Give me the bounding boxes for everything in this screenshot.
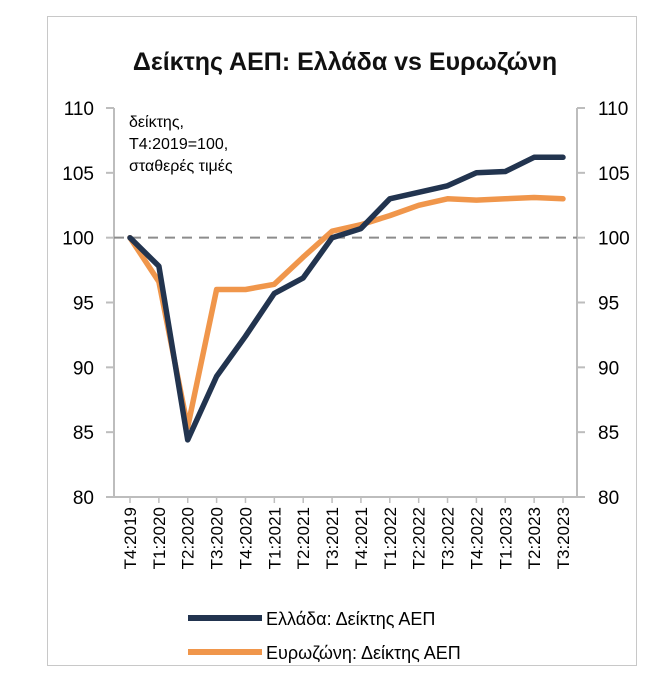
- y-tick-label-right: 95: [598, 294, 619, 315]
- y-tick-label-left: 110: [64, 99, 94, 120]
- x-tick-label: T3:2023: [554, 507, 573, 569]
- x-tick-label: T3:2021: [323, 507, 342, 569]
- y-tick-label-right: 110: [598, 99, 628, 120]
- chart-annotation: δείκτης, Τ4:2019=100, σταθερές τιμές: [129, 114, 233, 175]
- series-line-greece: [127, 154, 566, 443]
- x-tick-label: T1:2023: [496, 507, 515, 569]
- x-tick-label: T4:2019: [121, 507, 140, 569]
- x-tick-label: T2:2023: [525, 507, 544, 569]
- x-tick-label: T2:2022: [410, 507, 429, 569]
- x-tick-label: T2:2021: [294, 507, 313, 569]
- annotation-line: Τ4:2019=100,: [129, 136, 228, 153]
- x-tick-label: T4:2021: [352, 507, 371, 569]
- y-tick-label-left: 95: [73, 294, 94, 315]
- x-tick-label: T1:2022: [381, 507, 400, 569]
- y-tick-label-right: 85: [598, 423, 619, 444]
- annotation-line: δείκτης,: [129, 114, 184, 131]
- series-line-eurozone: [127, 194, 566, 430]
- y-tick-label-left: 100: [62, 229, 94, 250]
- y-tick-label-left: 85: [73, 423, 94, 444]
- y-tick-label-right: 80: [598, 488, 619, 509]
- legend-label: Ελλάδα: Δείκτης ΑΕΠ: [266, 609, 435, 629]
- y-tick-label-right: 105: [598, 164, 630, 185]
- y-tick-label-left: 80: [73, 488, 94, 509]
- x-tick-label: T4:2022: [467, 507, 486, 569]
- x-tick-label: T3:2020: [208, 507, 227, 569]
- chart-title: Δείκτης ΑΕΠ: Ελλάδα vs Ευρωζώνη: [133, 48, 557, 76]
- chart-frame: [47, 16, 637, 666]
- x-tick-label: T1:2021: [265, 507, 284, 569]
- y-tick-label-right: 90: [598, 358, 619, 379]
- legend-label: Ευρωζώνη: Δείκτης ΑΕΠ: [266, 643, 461, 663]
- x-tick-label: T2:2020: [179, 507, 198, 569]
- chart-legend: Ελλάδα: Δείκτης ΑΕΠ Ευρωζώνη: Δείκτης ΑΕΠ: [188, 609, 461, 663]
- y-tick-label-left: 90: [73, 358, 94, 379]
- y-tick-label-right: 100: [598, 229, 630, 250]
- x-tick-label: T1:2020: [150, 507, 169, 569]
- x-tick-label: T4:2020: [236, 507, 255, 569]
- x-tick-label: T3:2022: [439, 507, 458, 569]
- y-tick-label-left: 105: [62, 164, 94, 185]
- annotation-line: σταθερές τιμές: [129, 158, 233, 175]
